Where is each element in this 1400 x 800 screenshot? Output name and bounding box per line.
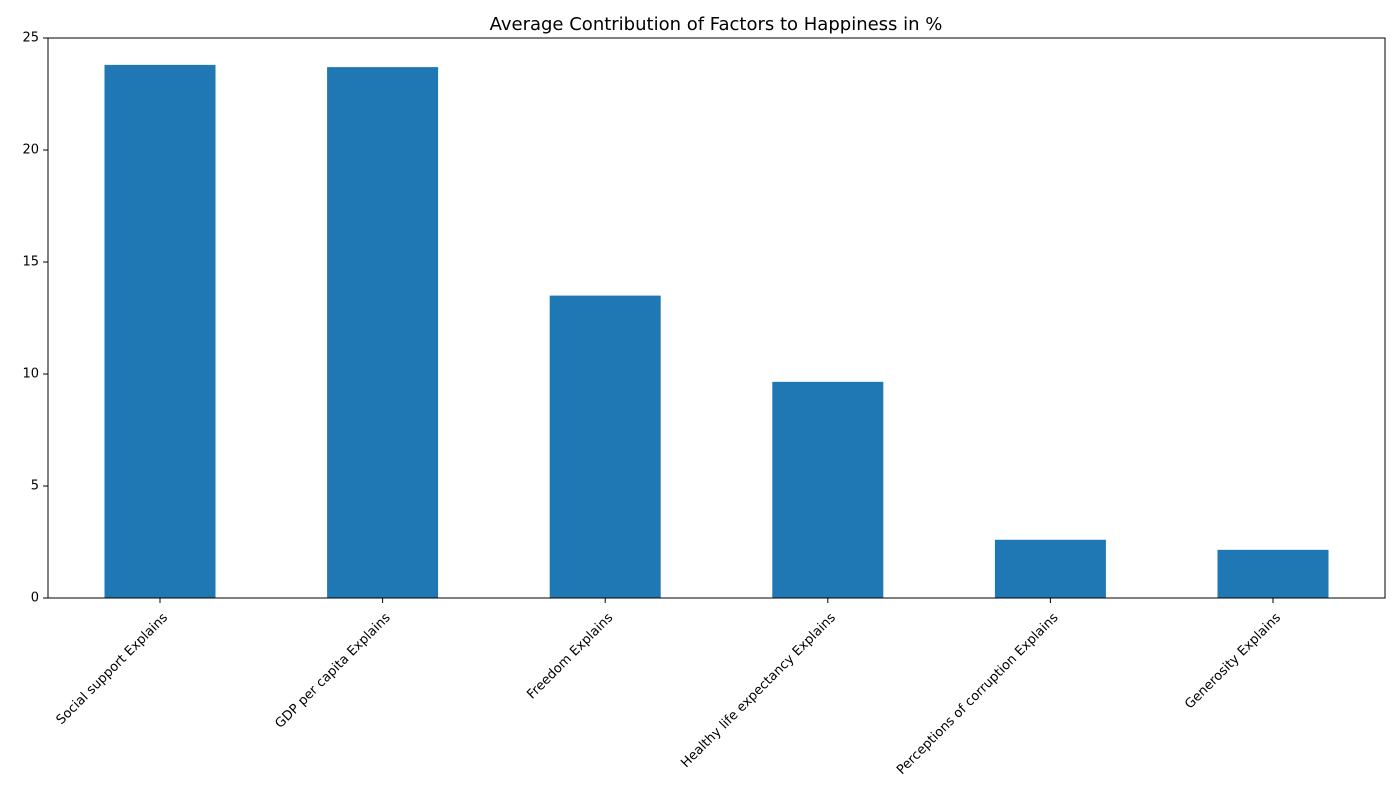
y-tick-label: 20 <box>22 143 39 158</box>
y-tick-label: 25 <box>22 31 39 46</box>
x-tick-label: Freedom Explains <box>524 610 616 702</box>
x-tick-label: Generosity Explains <box>1182 610 1284 712</box>
bar <box>772 381 884 598</box>
y-tick-label: 0 <box>31 591 39 606</box>
bar <box>994 539 1106 598</box>
bars-group <box>104 64 1329 599</box>
chart-title: Average Contribution of Factors to Happi… <box>490 14 943 35</box>
y-tick-label: 5 <box>31 479 39 494</box>
x-tick-label: Perceptions of corruption Explains <box>894 610 1062 778</box>
bar <box>327 67 439 599</box>
y-tick-label: 15 <box>22 255 39 270</box>
bar <box>549 295 661 598</box>
y-axis-ticks: 0 5 10 15 20 25 <box>22 31 48 606</box>
x-tick-label: Healthy life expectancy Explains <box>678 610 839 771</box>
bar <box>1217 549 1329 598</box>
plot-frame <box>47 37 1386 599</box>
x-axis-ticks: Social support Explains GDP per capita Ex… <box>54 598 1284 778</box>
x-tick-label: GDP per capita Explains <box>273 610 394 731</box>
bar <box>104 64 216 598</box>
y-tick-label: 10 <box>22 367 39 382</box>
x-tick-label: Social support Explains <box>54 610 172 728</box>
